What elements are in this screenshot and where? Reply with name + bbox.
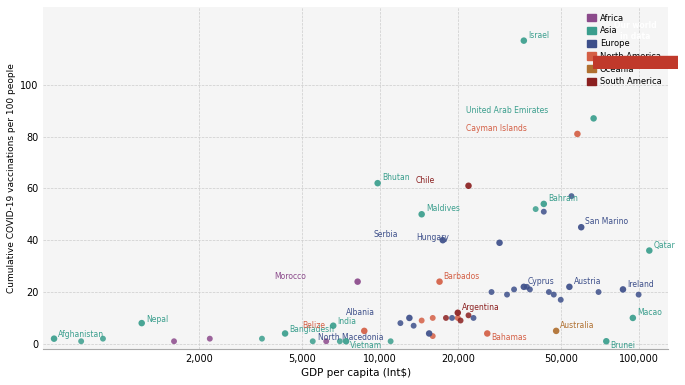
Text: San Marino: San Marino [586,218,629,226]
Point [486,289,497,295]
Point [521,284,532,290]
Point [416,318,427,324]
Point [359,328,370,334]
Text: Chile: Chile [416,176,435,185]
Point [437,237,448,243]
Point [572,131,583,137]
Point [601,338,612,344]
Point [633,291,644,298]
Text: Our world
in data: Our world in data [614,21,657,41]
Legend: Africa, Asia, Europe, North America, Oceania, South America: Africa, Asia, Europe, North America, Oce… [585,11,664,89]
Point [530,206,541,212]
Text: Albania: Albania [345,308,375,317]
Point [452,315,463,321]
Point [434,279,445,285]
Point [551,328,562,334]
Point [525,286,536,293]
Point [204,336,215,342]
Point [593,289,604,295]
Point [575,224,586,230]
Point [482,330,493,336]
Point [256,336,267,342]
Point [340,338,351,344]
Text: Ireland: Ireland [627,280,654,289]
Point [452,310,463,316]
Bar [593,56,678,69]
Point [538,201,549,207]
Point [501,291,512,298]
Point [627,315,638,321]
Text: Bahamas: Bahamas [491,333,527,342]
Point [97,336,108,342]
Point [447,315,458,321]
Point [468,315,479,321]
Point [395,320,406,326]
Point [463,312,474,318]
Text: North Macedonia: North Macedonia [318,333,384,342]
Point [440,315,451,321]
Text: Brunei: Brunei [610,341,636,350]
Point [617,286,628,293]
Point [424,330,435,336]
Point [169,338,179,344]
Point [519,284,530,290]
Point [427,333,438,339]
Text: Israel: Israel [528,31,549,40]
Text: Bangladesh: Bangladesh [289,325,334,334]
Y-axis label: Cumulative COVID-19 vaccinations per 100 people: Cumulative COVID-19 vaccinations per 100… [7,63,16,293]
Point [372,180,383,186]
Point [455,318,466,324]
Text: Hungary: Hungary [416,233,449,242]
Point [334,338,345,344]
Point [75,338,86,344]
Text: Bhutan: Bhutan [382,173,410,182]
Point [321,338,332,344]
Point [556,297,566,303]
Point [352,279,363,285]
Point [588,115,599,121]
Text: Qatar: Qatar [653,241,675,250]
Text: Austria: Austria [573,277,601,286]
Point [427,315,438,321]
X-axis label: GDP per capita (Int$): GDP per capita (Int$) [301,368,411,378]
Point [408,323,419,329]
Text: Serbia: Serbia [373,230,398,239]
Text: Bahrain: Bahrain [548,194,578,203]
Text: Australia: Australia [560,321,595,330]
Point [49,336,60,342]
Text: Afghanistan: Afghanistan [58,330,104,339]
Point [548,291,559,298]
Point [279,330,290,336]
Point [644,248,655,254]
Point [136,320,147,326]
Text: Cyprus: Cyprus [528,277,555,286]
Text: Macao: Macao [637,308,662,317]
Text: Morocco: Morocco [274,272,306,281]
Text: Cayman Islands: Cayman Islands [466,124,527,133]
Point [416,211,427,218]
Text: Maldives: Maldives [426,204,460,214]
Point [564,284,575,290]
Point [327,323,338,329]
Text: Argentina: Argentina [462,303,500,312]
Point [566,193,577,199]
Point [404,315,415,321]
Text: Belize: Belize [302,321,325,330]
Text: Barbados: Barbados [444,272,480,281]
Point [508,286,519,293]
Text: Nepal: Nepal [146,315,168,324]
Text: Vietnam: Vietnam [350,341,382,350]
Text: United Arab Emirates: United Arab Emirates [466,106,548,115]
Point [543,289,554,295]
Point [463,182,474,189]
Text: India: India [338,317,356,326]
Point [385,338,396,344]
Point [538,209,549,215]
Point [519,38,530,44]
Point [308,338,319,344]
Point [494,240,505,246]
